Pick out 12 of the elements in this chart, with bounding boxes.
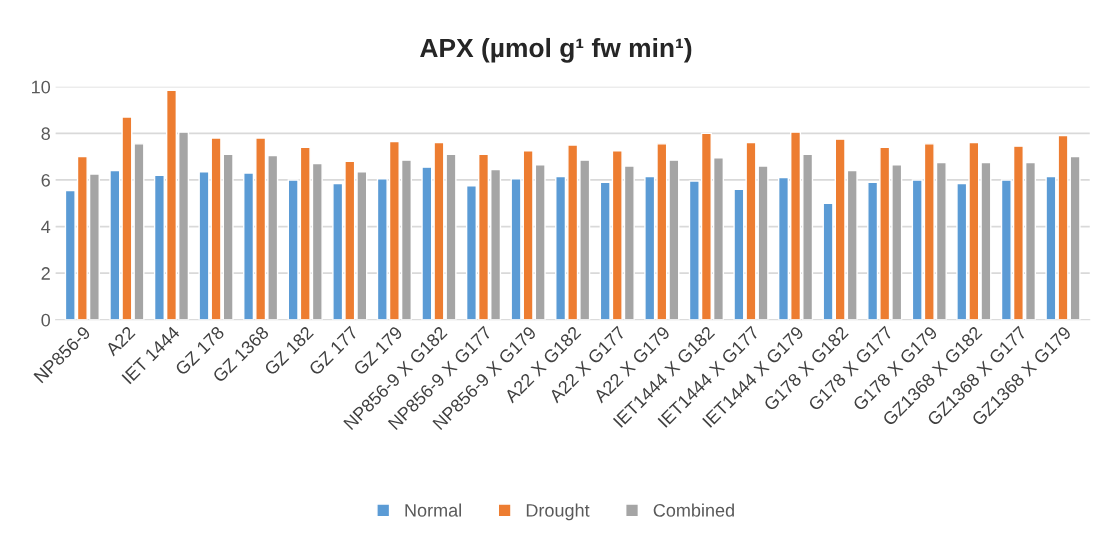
chart-title: APX (µmol g¹ fw min¹) bbox=[420, 37, 692, 63]
y-tick-label: 8 bbox=[41, 127, 50, 141]
legend-label: Drought bbox=[526, 503, 590, 521]
x-tick-label: A22 bbox=[104, 325, 136, 357]
bar bbox=[445, 153, 457, 320]
y-tick-label: 0 bbox=[41, 313, 51, 327]
legend-label: Combined bbox=[653, 503, 734, 517]
y-tick-label: 10 bbox=[32, 80, 51, 94]
y-tick-label: 4 bbox=[41, 220, 51, 234]
legend-label: Normal bbox=[405, 503, 461, 517]
y-tick-label: 6 bbox=[41, 173, 50, 187]
y-tick-label: 2 bbox=[41, 267, 50, 280]
